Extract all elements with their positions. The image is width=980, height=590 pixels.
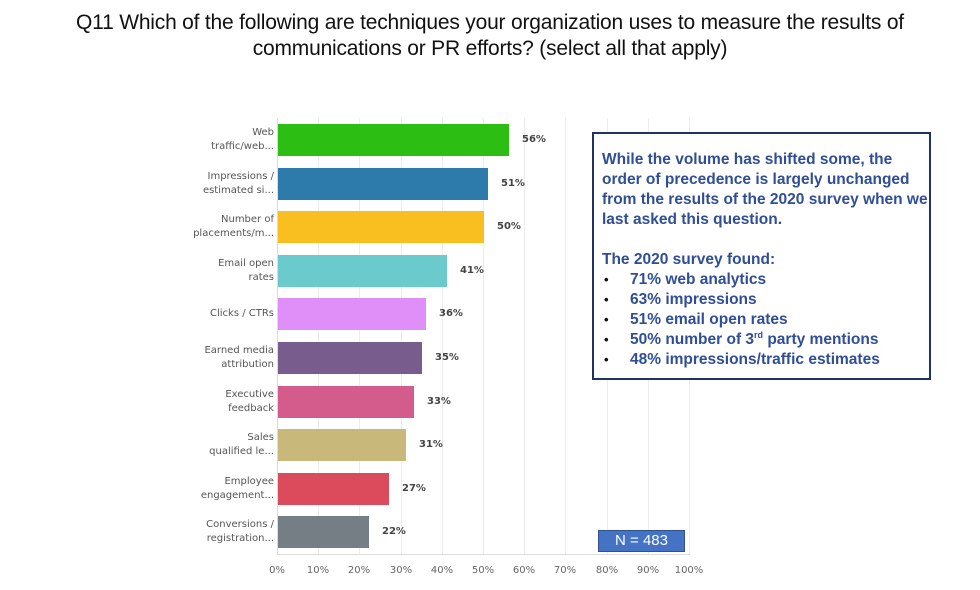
x-tick-label: 60% <box>512 565 536 576</box>
x-tick-label: 0% <box>269 565 285 576</box>
gridline <box>565 118 566 555</box>
gridline <box>318 118 319 555</box>
x-tick-label: 90% <box>636 565 660 576</box>
category-label: Email open rates <box>218 258 274 283</box>
bar <box>278 386 414 418</box>
value-label: 27% <box>402 483 426 494</box>
x-axis-line <box>277 554 690 555</box>
title-line-1: Q11 Which of the following are technique… <box>76 11 904 34</box>
category-label: Conversions / registration... <box>206 519 274 544</box>
bar <box>278 298 426 330</box>
category-label: Clicks / CTRs <box>209 308 274 319</box>
category-label: Sales qualified le... <box>209 432 274 457</box>
x-tick-label: 80% <box>595 565 619 576</box>
x-tick-label: 70% <box>553 565 577 576</box>
note-bullet-item: • 48% impressions/traffic estimates <box>604 351 880 368</box>
bullet-icon: • <box>604 332 609 347</box>
value-label: 51% <box>501 178 525 189</box>
gridline <box>359 118 360 555</box>
x-tick-label: 30% <box>389 565 413 576</box>
category-label: Web traffic/web... <box>211 127 274 152</box>
category-label: Executive feedback <box>225 389 274 414</box>
x-tick-label: 40% <box>430 565 454 576</box>
comparison-note-box: While the volume has shifted some, the o… <box>592 132 931 380</box>
gridline <box>401 118 402 555</box>
category-label: Impressions / estimated si... <box>202 171 274 196</box>
sample-size-badge: N = 483 <box>598 530 685 552</box>
bar <box>278 168 488 200</box>
note-subheading: The 2020 survey found: <box>602 251 776 268</box>
value-label: 36% <box>439 308 463 319</box>
value-label: 41% <box>460 265 484 276</box>
value-label: 22% <box>382 526 406 537</box>
x-tick-label: 50% <box>471 565 495 576</box>
note-bullet-item: • 50% number of 3rd party mentions <box>604 329 879 348</box>
bar <box>278 429 406 461</box>
bar <box>278 255 447 287</box>
bar <box>278 473 389 505</box>
category-label: Number of placements/m... <box>193 214 274 239</box>
note-bullet-item: • 71% web analytics <box>604 271 767 288</box>
gridline <box>524 118 525 555</box>
y-axis-line <box>277 118 278 555</box>
bar <box>278 516 369 548</box>
bullet-icon: • <box>604 272 609 287</box>
value-label: 35% <box>435 352 459 363</box>
gridline <box>442 118 443 555</box>
value-label: 31% <box>419 439 443 450</box>
x-tick-label: 20% <box>347 565 371 576</box>
note-paragraph: While the volume has shifted some, the o… <box>602 151 928 228</box>
note-bullet-list: • 71% web analytics • 63% impressions • 51%… <box>602 270 929 370</box>
value-label: 56% <box>522 134 546 145</box>
title-line-2: communications or PR efforts? (select al… <box>252 37 728 60</box>
category-label: Employee engagement... <box>200 476 274 501</box>
category-label: Earned media attribution <box>204 345 274 370</box>
page-title: Q11 Which of the following are technique… <box>20 10 960 62</box>
bullet-icon: • <box>604 292 609 307</box>
value-label: 50% <box>497 221 521 232</box>
bullet-icon: • <box>604 352 609 367</box>
gridline <box>483 118 484 555</box>
bar <box>278 342 422 374</box>
bullet-icon: • <box>604 312 609 327</box>
note-bullet-item: • 51% email open rates <box>604 311 788 328</box>
value-label: 33% <box>427 396 451 407</box>
x-tick-label: 100% <box>674 565 704 576</box>
bar <box>278 124 509 156</box>
note-bullet-item: • 63% impressions <box>604 291 757 308</box>
x-tick-label: 10% <box>306 565 330 576</box>
bar <box>278 211 484 243</box>
